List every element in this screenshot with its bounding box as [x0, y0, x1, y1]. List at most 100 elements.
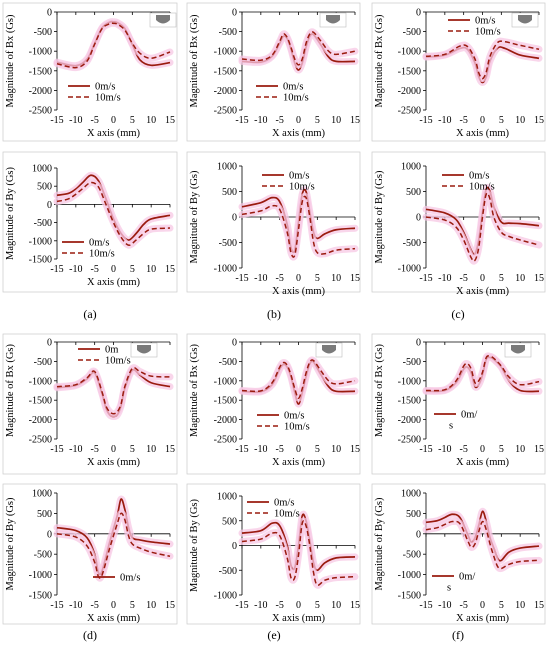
- x-tick-label: 0: [296, 115, 301, 126]
- x-tick-label: -10: [254, 273, 267, 284]
- x-tick-label: 5: [315, 600, 320, 611]
- y-tick-label: -2500: [398, 435, 421, 446]
- x-tick-label: 0: [111, 264, 116, 275]
- x-tick-label: 0: [480, 600, 485, 611]
- series-line-10ms: [56, 366, 171, 415]
- y-tick-label: -1000: [398, 570, 421, 581]
- x-tick-label: 0: [111, 600, 116, 611]
- x-tick-label: 10: [331, 444, 341, 455]
- legend: 0m/s: [93, 573, 140, 584]
- x-tick-label: 5: [499, 444, 504, 455]
- chart-panel-c-by: 1000 500 0 -500 -1000-15 -10 -5 0 5 10 15 X axis (m…: [371, 151, 546, 297]
- panel-frame: [186, 151, 361, 293]
- legend-label: 10m/s: [283, 93, 309, 104]
- x-tick-label: 15: [165, 444, 175, 455]
- y-tick-label: -2500: [214, 435, 237, 446]
- chart-panel-f-by: 1000 500 0 -500 -1000 -1500-15 -10 -5 0 5 10 15 X ax…: [371, 483, 546, 625]
- y-axis-label: Magnitude of Bx (Gs): [374, 14, 385, 108]
- y-tick-label: 0: [416, 529, 421, 540]
- sensor-cross-section-icon: [130, 342, 158, 358]
- panel-frame: [2, 2, 178, 142]
- chart-panel-e-bx: 0 -500 -1000 -1500 -2000 -2500-15 -10 -5 0 5 10 15 X…: [186, 333, 361, 475]
- x-tick-label: 10: [146, 600, 156, 611]
- y-tick-label: -1000: [398, 47, 421, 58]
- y-tick-label: -1500: [398, 66, 421, 77]
- legend-label: s: [449, 421, 453, 432]
- y-axis-label: Magnitude of Bx (Gs): [5, 343, 16, 437]
- y-tick-label: 500: [222, 187, 237, 198]
- y-tick-label: 500: [37, 509, 52, 520]
- x-tick-label: -15: [419, 600, 432, 611]
- chart-panel-d-bx: 0 -500 -1000 -1500 -2000 -2500-15 -10 -5 0 5 10 15 X…: [2, 333, 178, 475]
- x-tick-label: 15: [534, 115, 544, 126]
- x-tick-label: 15: [350, 115, 360, 126]
- y-tick-label: 500: [406, 187, 421, 198]
- y-tick-label: -1500: [29, 66, 52, 77]
- series-line-10ms: [56, 512, 171, 579]
- x-tick-label: 10: [515, 115, 525, 126]
- x-tick-label: 5: [499, 115, 504, 126]
- y-tick-label: -2000: [398, 86, 421, 97]
- legend-label: 0m/s: [120, 573, 140, 584]
- x-tick-label: -10: [254, 115, 267, 126]
- x-axis-label: X axis (mm): [87, 613, 141, 624]
- x-tick-label: 5: [130, 115, 135, 126]
- x-tick-label: -5: [275, 273, 283, 284]
- x-tick-label: -10: [438, 444, 451, 455]
- x-tick-label: -5: [275, 444, 283, 455]
- y-tick-label: 0: [232, 8, 237, 19]
- panel-caption: (f): [452, 628, 464, 642]
- series-halo: [422, 37, 543, 83]
- chart-panel-e-by: 1000 500 0 -500 -1000-15 -10 -5 0 5 10 15 X axis (m…: [186, 483, 361, 625]
- y-tick-label: -1500: [29, 591, 52, 602]
- x-tick-label: 15: [165, 600, 175, 611]
- y-tick-label: -2500: [214, 106, 237, 117]
- x-axis-label: X axis (mm): [87, 457, 141, 468]
- legend-label: 0m/: [459, 572, 475, 583]
- x-tick-label: 0: [111, 115, 116, 126]
- x-axis-label: X axis (mm): [272, 286, 326, 297]
- y-tick-label: -1000: [214, 47, 237, 58]
- legend-label: s: [447, 583, 451, 594]
- y-tick-label: 500: [37, 182, 52, 193]
- y-tick-label: 1000: [32, 164, 52, 175]
- series-halo: [53, 19, 174, 72]
- x-tick-label: -5: [90, 264, 98, 275]
- legend-label: 0m/s: [95, 82, 115, 93]
- y-tick-label: 1000: [401, 489, 421, 500]
- x-axis-label: X axis (mm): [272, 457, 326, 468]
- legend-label: 10m/s: [475, 27, 501, 38]
- y-tick-label: -1000: [398, 264, 421, 275]
- x-tick-label: 5: [315, 115, 320, 126]
- legend-label: 10m/s: [289, 182, 315, 193]
- y-tick-label: -2000: [29, 415, 52, 426]
- y-axis-label: Magnitude of Bx (Gs): [374, 343, 385, 437]
- legend: 0m/s: [434, 410, 477, 432]
- x-tick-label: -10: [69, 600, 82, 611]
- x-tick-label: -5: [459, 115, 467, 126]
- y-tick-label: -1500: [398, 591, 421, 602]
- x-tick-label: -10: [254, 444, 267, 455]
- legend: 0m/s: [432, 572, 475, 594]
- legend-label: 10m/s: [89, 249, 115, 260]
- y-tick-label: 0: [232, 213, 237, 224]
- x-tick-label: -15: [235, 444, 248, 455]
- y-tick-label: -1500: [398, 396, 421, 407]
- x-tick-label: -10: [438, 273, 451, 284]
- panel-frame: [186, 483, 361, 625]
- y-tick-label: -2000: [398, 415, 421, 426]
- x-tick-label: 0: [296, 273, 301, 284]
- y-tick-label: -500: [219, 27, 237, 38]
- x-tick-label: -5: [90, 600, 98, 611]
- x-tick-label: -5: [90, 444, 98, 455]
- x-tick-label: 10: [331, 115, 341, 126]
- y-tick-label: -2000: [29, 86, 52, 97]
- y-tick-label: 0: [416, 338, 421, 349]
- y-axis-label: Magnitude of By (Gs): [5, 497, 16, 591]
- legend-label: 0m: [105, 345, 118, 356]
- series-line-10ms: [425, 355, 540, 392]
